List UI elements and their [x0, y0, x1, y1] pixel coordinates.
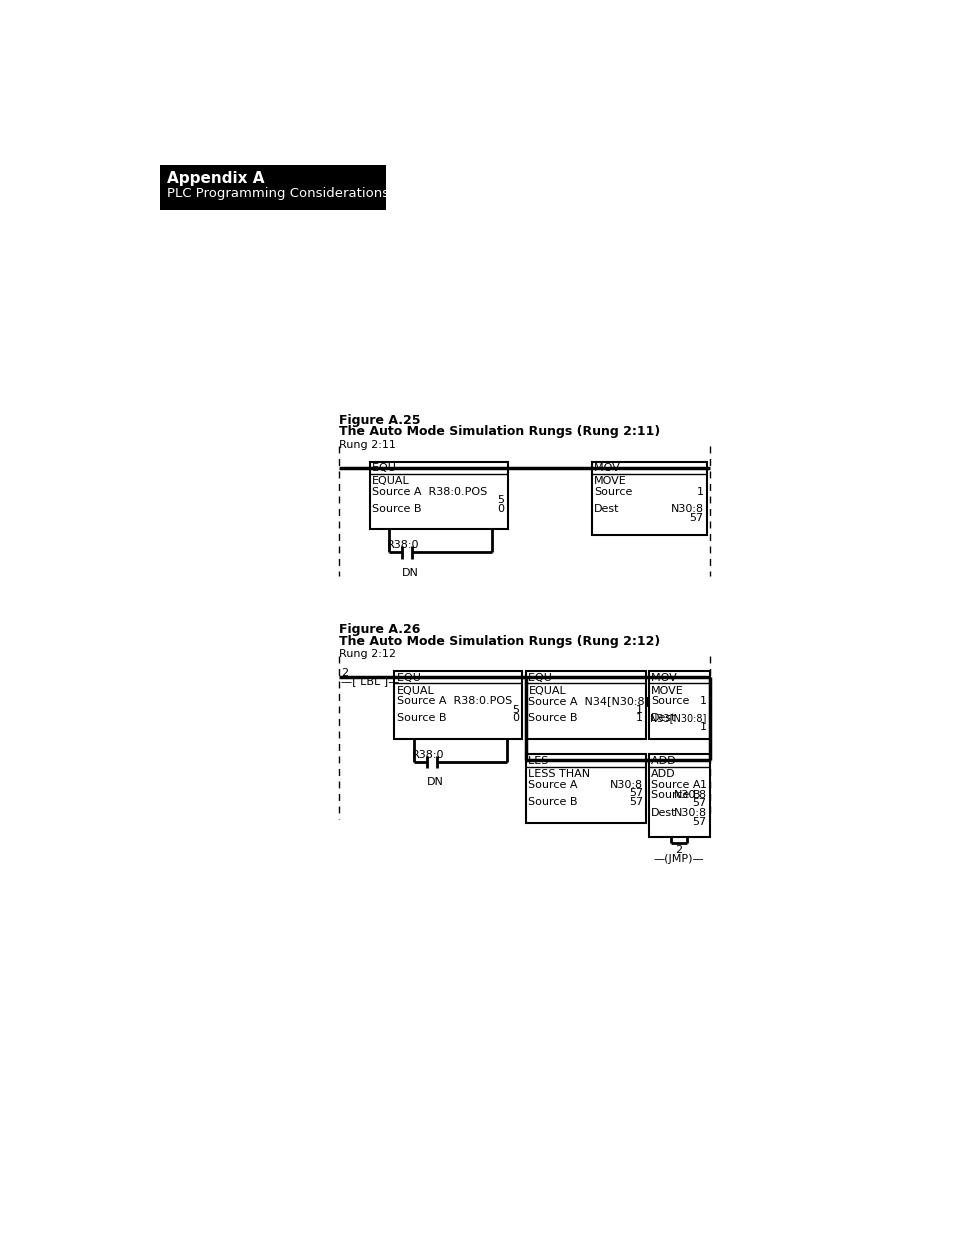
Bar — [394, 671, 521, 739]
Text: 57: 57 — [692, 798, 706, 808]
Text: 0: 0 — [497, 504, 504, 514]
Text: Source B: Source B — [650, 789, 700, 799]
Text: MOV —: MOV — — [650, 673, 691, 683]
Text: The Auto Mode Simulation Rungs (Rung 2:12): The Auto Mode Simulation Rungs (Rung 2:1… — [338, 635, 659, 648]
Text: EQU —: EQU — — [372, 463, 410, 473]
Text: Figure A.26: Figure A.26 — [338, 624, 419, 636]
Text: Source A  N34[N30:8]: Source A N34[N30:8] — [528, 697, 649, 706]
Text: MOV —: MOV — — [594, 463, 634, 473]
Bar — [648, 671, 709, 739]
Text: N30:8: N30:8 — [673, 789, 706, 799]
Text: 57: 57 — [692, 816, 706, 826]
Text: N30:8: N30:8 — [673, 808, 706, 818]
Text: 2: 2 — [675, 845, 681, 855]
Text: Source A  R38:0.POS: Source A R38:0.POS — [372, 487, 487, 496]
Bar — [525, 755, 645, 824]
Bar — [369, 462, 507, 530]
Text: —(JMP)—: —(JMP)— — [653, 853, 703, 863]
Text: Source B: Source B — [396, 714, 446, 724]
Text: Source A: Source A — [650, 779, 700, 789]
Text: 1: 1 — [699, 721, 706, 732]
Text: R38:0: R38:0 — [411, 750, 443, 760]
Text: 0: 0 — [512, 714, 518, 724]
Text: Dest: Dest — [594, 504, 619, 514]
Text: Figure A.25: Figure A.25 — [338, 414, 419, 427]
Text: Source B: Source B — [528, 714, 578, 724]
Text: 1: 1 — [636, 705, 642, 715]
Text: N30:8: N30:8 — [609, 779, 642, 789]
Text: Rung 2:11: Rung 2:11 — [338, 440, 395, 450]
Text: EQU —: EQU — — [528, 673, 566, 683]
Bar — [648, 755, 709, 837]
Text: DN: DN — [402, 568, 418, 578]
Text: 57: 57 — [628, 797, 642, 806]
Text: The Auto Mode Simulation Rungs (Rung 2:11): The Auto Mode Simulation Rungs (Rung 2:1… — [338, 425, 659, 438]
Text: EQUAL: EQUAL — [396, 685, 434, 695]
Text: PLC Programming Considerations: PLC Programming Considerations — [167, 186, 389, 200]
Text: Rung 2:12: Rung 2:12 — [338, 650, 395, 659]
Text: Source A  R38:0.POS: Source A R38:0.POS — [396, 697, 512, 706]
Text: MOVE: MOVE — [594, 477, 626, 487]
Text: 1: 1 — [636, 714, 642, 724]
Text: Source B: Source B — [372, 504, 421, 514]
Text: LESS THAN: LESS THAN — [528, 769, 590, 779]
Text: Source A: Source A — [528, 779, 578, 789]
Bar — [525, 671, 645, 739]
Text: 5: 5 — [512, 705, 518, 715]
Text: EQUAL: EQUAL — [528, 685, 566, 695]
Text: DN: DN — [427, 777, 443, 787]
Text: —[ LBL ]—: —[ LBL ]— — [340, 677, 398, 687]
Text: R38:0: R38:0 — [386, 540, 418, 550]
Text: 1: 1 — [699, 779, 706, 789]
Bar — [592, 462, 706, 535]
Text: ADD —: ADD — — [650, 756, 689, 766]
Text: Appendix A: Appendix A — [167, 172, 265, 186]
Text: Source: Source — [594, 487, 632, 496]
Text: Source: Source — [650, 697, 689, 706]
Text: ADD: ADD — [650, 769, 675, 779]
Text: 5: 5 — [497, 495, 504, 505]
Text: LES —: LES — — [528, 756, 563, 766]
Text: 2: 2 — [340, 668, 348, 678]
Text: 1: 1 — [699, 697, 706, 706]
Text: N30:8: N30:8 — [670, 504, 703, 514]
Text: EQU —: EQU — — [396, 673, 435, 683]
Text: Dest: Dest — [650, 714, 676, 724]
Bar — [159, 165, 385, 210]
Text: 1: 1 — [696, 487, 703, 496]
Text: N33[N30:8]: N33[N30:8] — [650, 714, 706, 724]
Text: 57: 57 — [628, 788, 642, 798]
Text: EQUAL: EQUAL — [372, 477, 409, 487]
Text: Source B: Source B — [528, 797, 578, 806]
Text: MOVE: MOVE — [650, 685, 683, 695]
Text: 57: 57 — [689, 514, 703, 524]
Text: Dest: Dest — [650, 808, 676, 818]
